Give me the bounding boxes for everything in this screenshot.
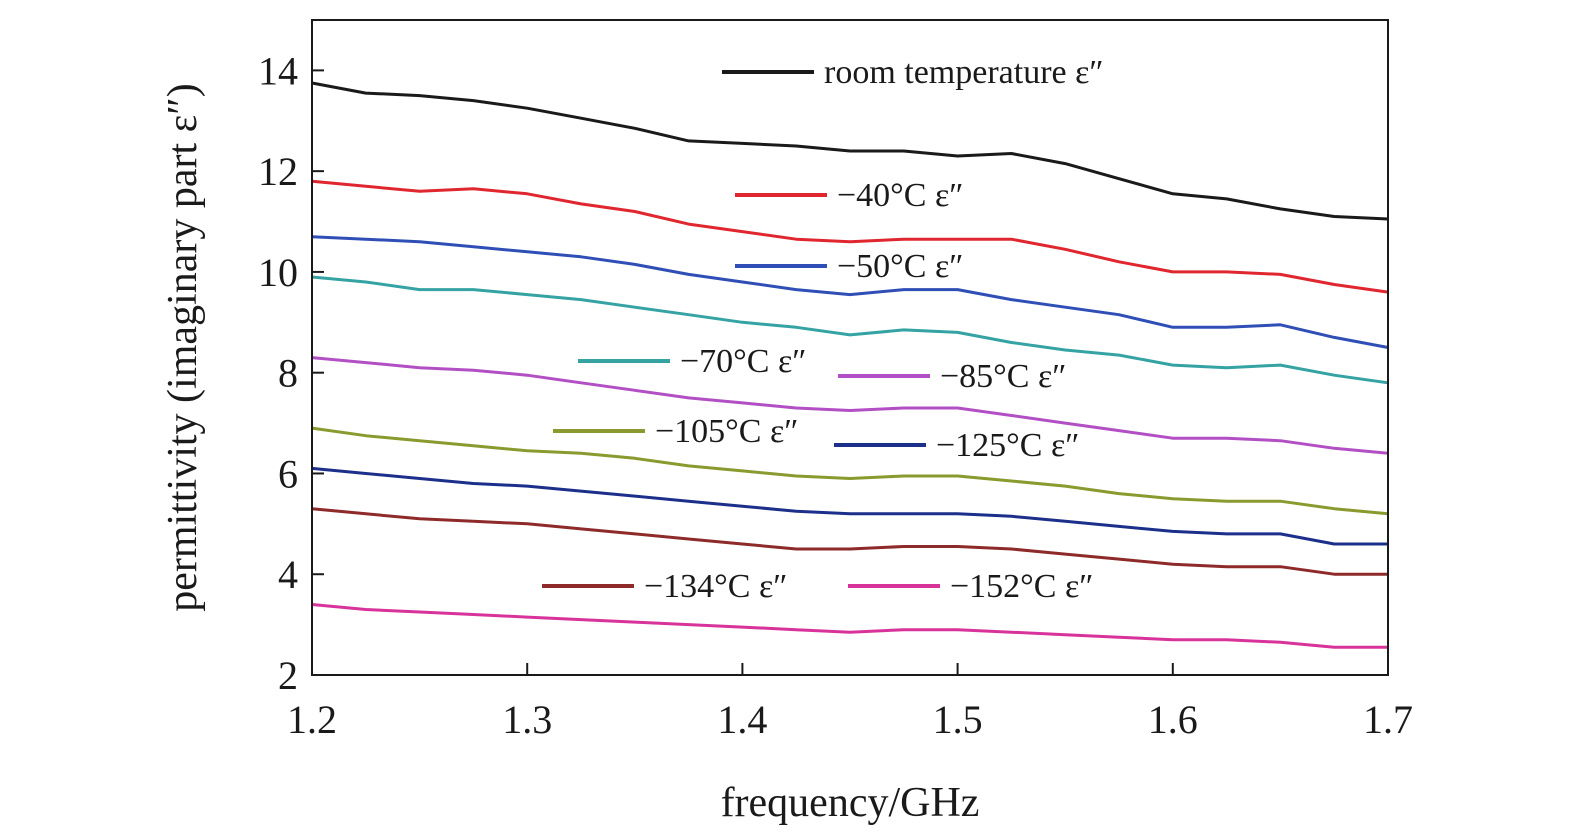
series-line-6 — [311, 466, 1388, 546]
legend-entry: −134°C ε″ — [542, 568, 787, 605]
y-tick-label: 6 — [278, 451, 298, 496]
series-line-4 — [311, 356, 1389, 455]
legend-entry: −105°C ε″ — [553, 413, 798, 450]
legend-entry: −40°C ε″ — [735, 177, 963, 214]
y-tick-label: 10 — [258, 250, 298, 295]
x-tick-label: 1.3 — [502, 697, 552, 742]
y-axis-label: permittivity (imaginary part ε″) — [160, 83, 206, 612]
legend-entry: −50°C ε″ — [735, 248, 963, 285]
legend-entry: −70°C ε″ — [578, 343, 806, 380]
x-tick-label: 1.2 — [287, 697, 337, 742]
legend-label: −50°C ε″ — [837, 248, 963, 285]
legend-label: −152°C ε″ — [950, 568, 1093, 605]
x-tick-label: 1.4 — [717, 697, 767, 742]
series-line-2 — [311, 235, 1389, 349]
y-tick-label: 12 — [258, 149, 298, 194]
series-layer — [311, 81, 1389, 649]
legend-label: room temperature ε″ — [824, 54, 1104, 91]
legend-label: −40°C ε″ — [837, 177, 963, 214]
series-line-7 — [311, 507, 1388, 576]
legend: room temperature ε″ −40°C ε″ −50°C ε″ −70°C… — [542, 54, 1104, 605]
x-tick-label: 1.6 — [1148, 697, 1198, 742]
x-axis-label: frequency/GHz — [721, 780, 980, 826]
legend-entry: −125°C ε″ — [834, 427, 1079, 464]
legend-label: −70°C ε″ — [680, 343, 806, 380]
series-line-5 — [311, 426, 1389, 516]
x-tick-label: 1.7 — [1363, 697, 1413, 742]
legend-label: −105°C ε″ — [655, 413, 798, 450]
y-axis: 2 4 6 8 10 12 14 — [258, 48, 324, 698]
y-tick-label: 14 — [258, 48, 298, 93]
x-tick-label: 1.5 — [933, 697, 983, 742]
series-line-3 — [311, 275, 1389, 385]
legend-entry: −152°C ε″ — [848, 568, 1093, 605]
series-line-1 — [311, 179, 1389, 294]
y-tick-label: 4 — [278, 552, 298, 597]
plot-frame — [311, 19, 1389, 676]
x-axis: 1.2 1.3 1.4 1.5 1.6 1.7 — [287, 663, 1413, 742]
y-tick-label: 8 — [278, 351, 298, 396]
legend-label: −125°C ε″ — [936, 427, 1079, 464]
legend-label: −134°C ε″ — [644, 568, 787, 605]
series-line-8 — [311, 603, 1388, 649]
legend-entry: −85°C ε″ — [838, 358, 1066, 395]
series-line-0 — [311, 81, 1389, 221]
legend-label: −85°C ε″ — [940, 358, 1066, 395]
y-tick-label: 2 — [278, 653, 298, 698]
legend-entry: room temperature ε″ — [722, 54, 1104, 91]
